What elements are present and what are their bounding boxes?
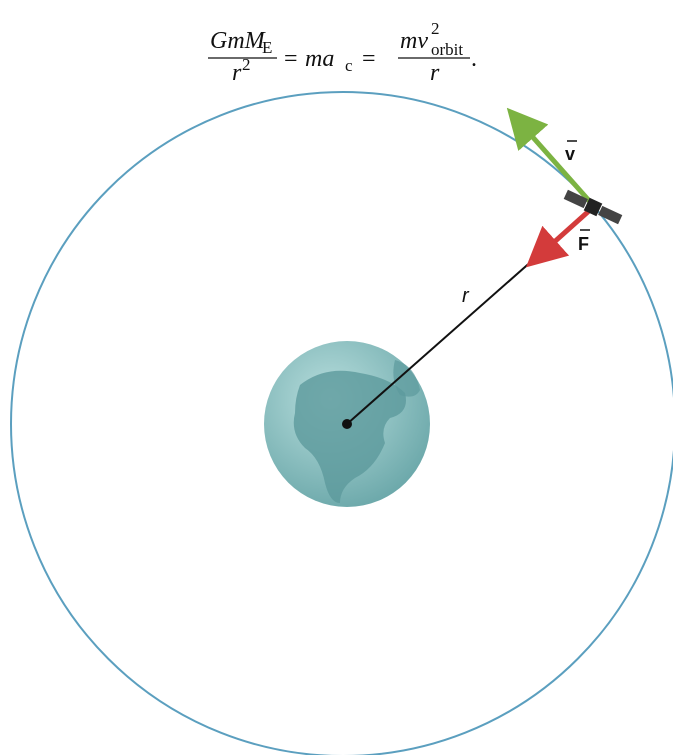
rhs-denominator: r [430, 60, 440, 86]
force-arrow [525, 208, 592, 268]
rhs-numerator: mv [400, 28, 428, 54]
lhs-denominator-sup: 2 [242, 55, 251, 74]
equation: GmM E r 2 = ma c = mv 2 orbit r . [208, 19, 477, 86]
middle-sub: c [345, 56, 353, 75]
equals: = [284, 46, 298, 72]
middle: ma [305, 46, 334, 72]
center-dot [342, 419, 352, 429]
rhs-numerator-sup: 2 [431, 19, 440, 38]
lhs-numerator: GmM [210, 28, 267, 54]
equals: = [362, 46, 376, 72]
period: . [471, 46, 477, 72]
lhs-numerator-sub: E [262, 38, 272, 57]
rhs-numerator-sub: orbit [431, 40, 463, 59]
force-label: F [578, 234, 589, 254]
velocity-arrow [506, 107, 594, 206]
radius-label: r [462, 285, 470, 307]
velocity-label: v [565, 144, 575, 164]
lhs-denominator: r [232, 60, 242, 86]
orbit [10, 91, 673, 755]
satellite [563, 189, 623, 225]
